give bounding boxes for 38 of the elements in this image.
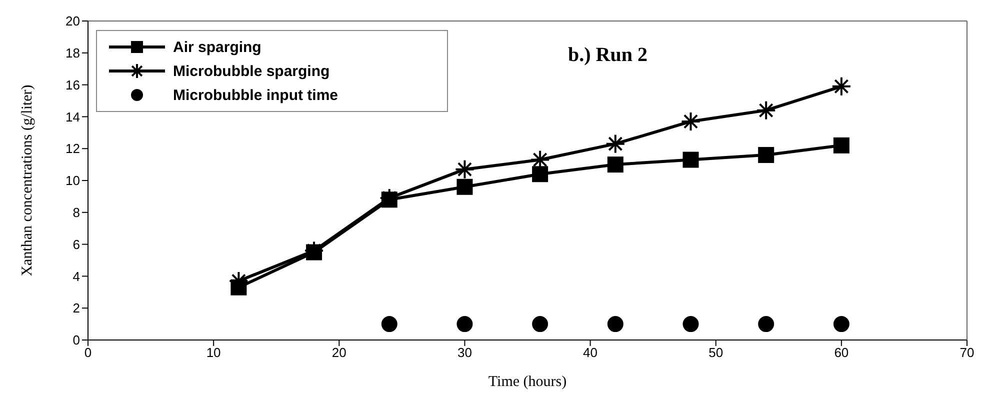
- y-tick-label: 14: [66, 109, 80, 124]
- x-axis-title: Time (hours): [488, 374, 567, 390]
- y-axis-title: Xanthan concentrations (g/liter): [19, 84, 36, 276]
- x-tick-label: 20: [332, 345, 346, 360]
- y-tick-label: 0: [72, 332, 80, 348]
- y-tick-label: 8: [72, 205, 80, 220]
- point: [682, 152, 699, 168]
- x-tick-label: 50: [708, 345, 724, 360]
- point: [532, 316, 548, 332]
- text: b.) Run 2: [568, 44, 648, 67]
- x-tick-label: 0: [84, 345, 92, 360]
- point: [607, 156, 624, 173]
- point: [758, 146, 774, 163]
- point: [833, 316, 850, 332]
- x-tick-label: 70: [960, 345, 974, 360]
- y-tick-label: 6: [72, 236, 80, 252]
- y-tick-label: 16: [66, 77, 80, 92]
- y-tick-label: 20: [66, 14, 80, 29]
- legend-label: Microbubble input time: [173, 86, 338, 104]
- point: [456, 316, 473, 332]
- y-tick-label: 10: [66, 173, 80, 188]
- x-tick-label: 30: [457, 345, 472, 360]
- y-tick-label: 18: [66, 46, 80, 61]
- legend-label: Air sparging: [173, 38, 262, 56]
- point: [532, 166, 548, 182]
- point: [607, 316, 624, 332]
- y-tick-label: 12: [66, 141, 80, 156]
- point: [833, 137, 850, 154]
- point: [682, 316, 699, 332]
- x-tick-label: 10: [206, 345, 221, 360]
- point: [758, 316, 774, 332]
- point: [381, 316, 398, 332]
- x-tick-label: 60: [834, 345, 849, 360]
- y-tick-label: 4: [72, 268, 80, 284]
- point: [456, 178, 473, 195]
- legend-label: Microbubble sparging: [173, 62, 330, 80]
- x-tick-label: 40: [583, 345, 598, 360]
- y-tick-label: 2: [72, 300, 80, 316]
